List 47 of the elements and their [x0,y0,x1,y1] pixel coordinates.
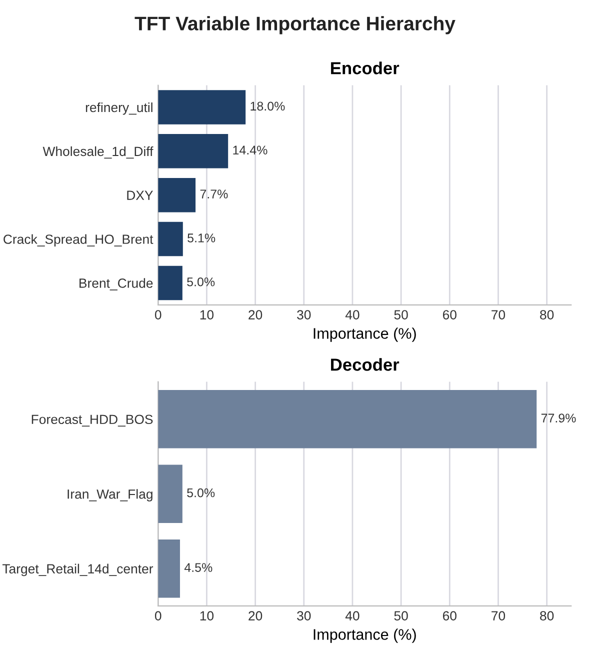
x-tick-label: 40 [345,611,360,620]
text: TFT Variable Importance Hierarchy [134,16,456,34]
x-tick-label: 30 [297,611,311,620]
x-tick-label: 10 [200,611,214,620]
bar [158,134,228,168]
x-axis-title: Importance (%) [314,628,416,643]
x-tick-label: 50 [394,611,408,620]
data-label: 4.5% [184,563,212,572]
x-tick-label: 60 [442,310,456,320]
bar [158,90,246,124]
bar [158,266,182,300]
x-tick-label: 60 [442,611,456,620]
y-tick-label: Forecast_HDD_BOS [32,414,153,427]
x-tick-label: 80 [540,611,554,620]
x-tick-label: 0 [154,611,162,620]
data-label: 18.0% [250,102,285,111]
y-tick-label: DXY [127,190,153,200]
x-tick-label: 20 [248,611,262,620]
y-tick-label: Brent_Crude [80,278,153,290]
y-tick-label: Crack_Spread_HO_Brent [4,234,154,247]
bar [158,222,183,256]
bar [158,539,180,598]
x-tick-label: 80 [540,310,554,320]
chart-title: Decoder [331,358,400,371]
y-tick-label: Wholesale_1d_Diff [42,146,154,159]
chart-title: Encoder [331,62,400,74]
x-axis-title: Importance (%) [314,328,416,342]
bar [158,390,537,448]
data-label: 77.9% [541,414,576,422]
data-label: 5.1% [188,234,216,242]
data-label: 7.7% [200,190,228,198]
data-label: 5.0% [187,488,215,498]
data-label: 5.0% [187,277,215,286]
x-tick-label: 20 [248,310,262,320]
x-tick-label: 50 [394,310,408,320]
x-tick-label: 70 [492,611,506,620]
data-label: 14.4% [233,146,268,154]
x-tick-label: 40 [345,310,360,320]
x-tick-label: 70 [492,310,506,320]
x-tick-label: 0 [154,310,162,320]
y-tick-label: Target_Retail_14d_center [2,564,154,576]
bar [158,178,196,212]
x-tick-label: 30 [297,310,311,320]
x-tick-label: 10 [200,310,214,320]
y-tick-label: refinery_util [86,102,152,115]
bar [158,464,182,524]
y-tick-label: Iran_War_Flag [68,489,152,502]
